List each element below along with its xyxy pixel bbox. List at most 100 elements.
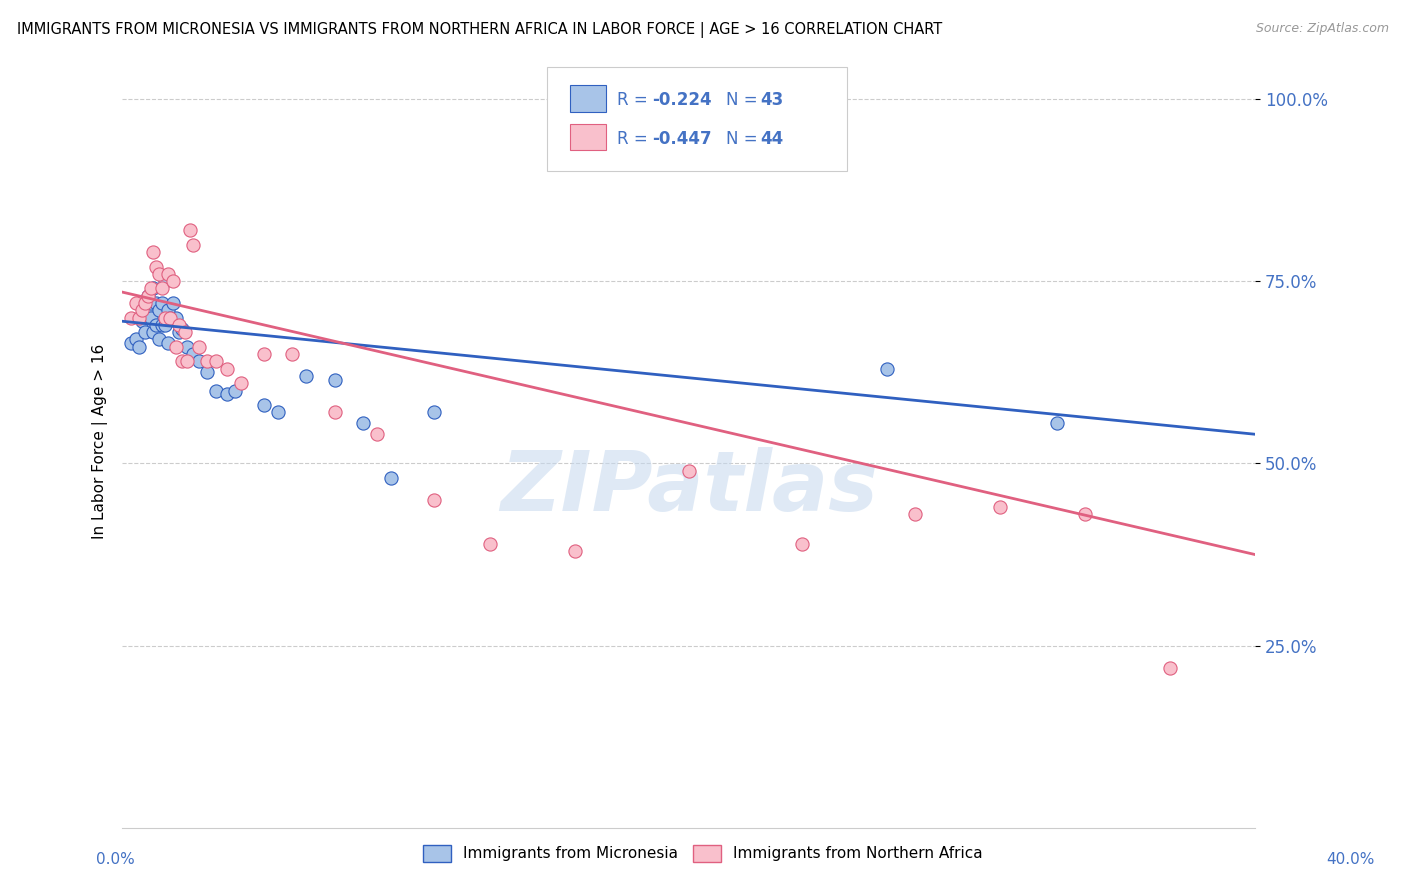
Point <box>120 310 142 325</box>
Point <box>156 267 179 281</box>
FancyBboxPatch shape <box>569 124 606 150</box>
Text: -0.224: -0.224 <box>652 91 711 109</box>
Point <box>156 303 179 318</box>
Point <box>165 340 187 354</box>
Point <box>167 318 190 332</box>
Point <box>139 281 162 295</box>
Point <box>125 333 148 347</box>
Point <box>224 384 246 398</box>
Point <box>145 318 167 332</box>
FancyBboxPatch shape <box>569 86 606 112</box>
Point <box>479 536 502 550</box>
Text: 0.0%: 0.0% <box>96 852 135 867</box>
Point <box>142 281 165 295</box>
Point <box>145 296 167 310</box>
Point <box>170 321 193 335</box>
Point <box>176 340 198 354</box>
Point <box>352 417 374 431</box>
Point <box>148 333 170 347</box>
Text: 43: 43 <box>761 91 783 109</box>
Point <box>267 405 290 419</box>
Text: N =: N = <box>725 91 763 109</box>
Point <box>136 289 159 303</box>
Point <box>422 492 444 507</box>
Point <box>170 354 193 368</box>
Point <box>1046 417 1069 431</box>
Point <box>125 296 148 310</box>
Point <box>167 325 190 339</box>
Point <box>153 274 176 288</box>
Text: R =: R = <box>617 129 654 147</box>
Point <box>148 303 170 318</box>
Point <box>128 310 150 325</box>
Point <box>159 310 181 325</box>
Point <box>195 365 218 379</box>
Point <box>187 340 209 354</box>
Point <box>153 310 176 325</box>
Point <box>1159 660 1181 674</box>
Point <box>176 354 198 368</box>
Point <box>281 347 304 361</box>
Point <box>179 223 201 237</box>
Point <box>988 500 1011 515</box>
Point <box>131 303 153 318</box>
Text: IMMIGRANTS FROM MICRONESIA VS IMMIGRANTS FROM NORTHERN AFRICA IN LABOR FORCE | A: IMMIGRANTS FROM MICRONESIA VS IMMIGRANTS… <box>17 22 942 38</box>
Point <box>215 387 238 401</box>
Point <box>150 281 173 295</box>
Point <box>128 340 150 354</box>
Point <box>134 296 156 310</box>
Point <box>150 318 173 332</box>
Point <box>215 361 238 376</box>
Point <box>150 296 173 310</box>
Point <box>564 544 586 558</box>
Point <box>139 310 162 325</box>
Point <box>1074 508 1097 522</box>
Point <box>790 536 813 550</box>
Point <box>204 384 226 398</box>
Point <box>422 405 444 419</box>
Point <box>139 296 162 310</box>
Point <box>253 398 276 412</box>
Text: -0.447: -0.447 <box>652 129 711 147</box>
Point <box>136 300 159 314</box>
Point <box>366 427 388 442</box>
Point <box>323 373 346 387</box>
Point <box>165 310 187 325</box>
Point <box>142 325 165 339</box>
Y-axis label: In Labor Force | Age > 16: In Labor Force | Age > 16 <box>93 344 108 539</box>
Text: N =: N = <box>725 129 763 147</box>
Point <box>134 325 156 339</box>
Legend: Immigrants from Micronesia, Immigrants from Northern Africa: Immigrants from Micronesia, Immigrants f… <box>418 838 988 868</box>
Text: R =: R = <box>617 91 654 109</box>
Point <box>145 260 167 274</box>
Point <box>904 508 927 522</box>
Text: Source: ZipAtlas.com: Source: ZipAtlas.com <box>1256 22 1389 36</box>
Point <box>195 354 218 368</box>
Point <box>323 405 346 419</box>
Point <box>156 336 179 351</box>
Point <box>253 347 276 361</box>
Point <box>181 237 204 252</box>
Point <box>153 318 176 332</box>
Point <box>678 464 700 478</box>
Point <box>131 314 153 328</box>
Point <box>136 289 159 303</box>
Point <box>159 310 181 325</box>
Point <box>142 244 165 259</box>
Point <box>162 274 184 288</box>
Point <box>181 347 204 361</box>
Point <box>187 354 209 368</box>
Point <box>173 325 195 339</box>
Text: 44: 44 <box>761 129 783 147</box>
FancyBboxPatch shape <box>547 67 848 171</box>
Text: 40.0%: 40.0% <box>1327 852 1375 867</box>
Point <box>148 267 170 281</box>
Point <box>295 368 318 383</box>
Text: ZIPatlas: ZIPatlas <box>499 448 877 528</box>
Point <box>380 471 402 485</box>
Point <box>231 376 253 391</box>
Point <box>134 303 156 318</box>
Point <box>162 296 184 310</box>
Point <box>120 336 142 351</box>
Point <box>876 361 898 376</box>
